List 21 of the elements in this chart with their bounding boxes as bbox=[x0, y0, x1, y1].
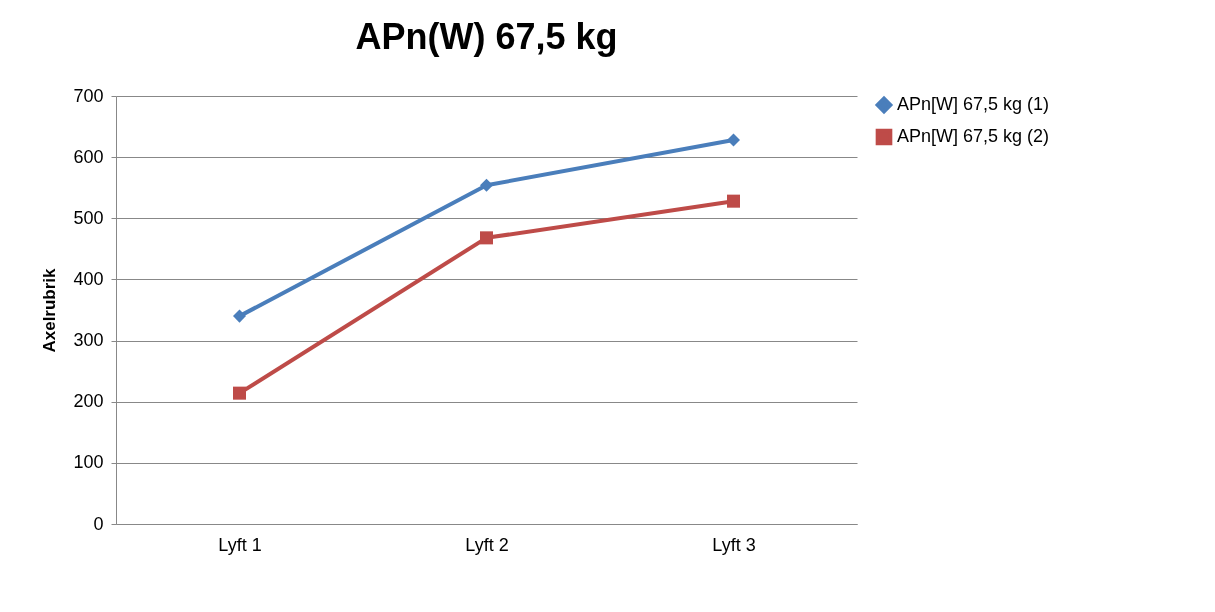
point bbox=[726, 194, 741, 208]
chart-title: APn(W) 67,5 kg bbox=[355, 16, 618, 57]
point bbox=[479, 178, 494, 192]
point bbox=[232, 386, 247, 400]
x-tick-label: Lyft 1 bbox=[218, 534, 262, 555]
y-tick-label: 700 bbox=[73, 85, 104, 106]
point bbox=[726, 133, 741, 147]
y-axis-title: Axelrubrik bbox=[40, 267, 60, 353]
x-tick-label: Lyft 2 bbox=[465, 534, 509, 555]
x-tick-label: Lyft 3 bbox=[712, 534, 756, 555]
y-tick-label: 0 bbox=[93, 513, 104, 534]
y-tick-label: 200 bbox=[73, 391, 104, 412]
point bbox=[479, 231, 494, 245]
y-tick-label: 100 bbox=[73, 452, 104, 473]
legend-label: APn[W] 67,5 kg (2) bbox=[897, 126, 1050, 146]
y-tick-label: 400 bbox=[73, 268, 104, 289]
legend-label: APn[W] 67,5 kg (1) bbox=[897, 94, 1050, 114]
y-tick-label: 600 bbox=[73, 146, 104, 167]
y-tick-label: 300 bbox=[73, 330, 104, 351]
y-tick-label: 500 bbox=[73, 207, 104, 228]
point bbox=[232, 309, 247, 323]
